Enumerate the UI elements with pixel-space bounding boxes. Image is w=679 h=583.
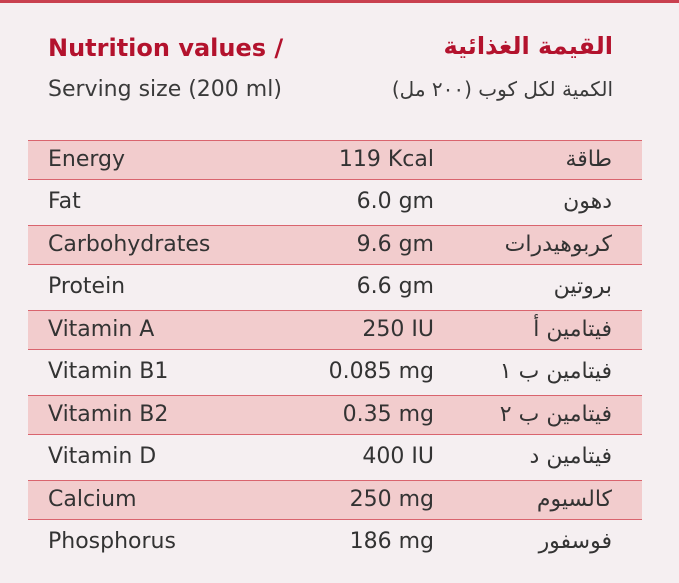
nutrient-ar: كالسيوم xyxy=(536,487,612,512)
nutrient-en: Vitamin B2 xyxy=(48,402,169,427)
nutrient-en: Fat xyxy=(48,188,81,214)
amount: 250 mg xyxy=(349,487,434,512)
amount: 0.35 mg xyxy=(342,402,434,427)
nutrient-en: Calcium xyxy=(48,487,137,512)
nutrient-ar: فيتامين ب ٢ xyxy=(499,402,612,427)
amount: 0.085 mg xyxy=(328,358,434,384)
nutrient-en: Carbohydrates xyxy=(48,232,211,257)
nutrient-ar: طاقة xyxy=(565,147,612,172)
table-row: Protein 6.6 gm بروتين xyxy=(28,268,642,306)
nutrient-ar: دهون xyxy=(563,188,612,214)
nutrient-en: Vitamin B1 xyxy=(48,358,169,384)
table-row: Vitamin B1 0.085 mg فيتامين ب ١ xyxy=(28,353,642,391)
table-row: Fat 6.0 gm دهون xyxy=(28,183,642,221)
nutrient-en: Vitamin D xyxy=(48,443,157,469)
table-row: Phosphorus 186 mg فوسفور xyxy=(28,523,642,561)
nutrient-en: Protein xyxy=(48,273,126,299)
nutrient-ar: فيتامين د xyxy=(529,443,612,469)
amount: 119 Kcal xyxy=(338,147,434,172)
nutrient-ar: كربوهيدرات xyxy=(504,232,612,257)
table-row: Vitamin B2 0.35 mg فيتامين ب ٢ xyxy=(28,395,642,435)
top-rule xyxy=(0,0,679,3)
amount: 6.0 gm xyxy=(356,188,434,214)
table-row: Calcium 250 mg كالسيوم xyxy=(28,480,642,520)
serving-en: Serving size (200 ml) xyxy=(48,77,282,102)
amount: 400 IU xyxy=(362,443,434,469)
table-row: Carbohydrates 9.6 gm كربوهيدرات xyxy=(28,225,642,265)
table-row: Vitamin D 400 IU فيتامين د xyxy=(28,438,642,476)
nutrient-en: Vitamin A xyxy=(48,317,155,342)
amount: 9.6 gm xyxy=(356,232,434,257)
table-row: Vitamin A 250 IU فيتامين أ xyxy=(28,310,642,350)
amount: 186 mg xyxy=(349,528,434,554)
amount: 250 IU xyxy=(362,317,434,342)
title-en: Nutrition values / xyxy=(48,34,284,62)
nutrient-ar: بروتين xyxy=(553,273,612,299)
nutrient-ar: فيتامين ب ١ xyxy=(499,358,612,384)
nutrient-en: Energy xyxy=(48,147,126,172)
nutrient-ar: فوسفور xyxy=(538,528,612,554)
nutrient-ar: فيتامين أ xyxy=(533,317,612,342)
table-row: Energy 119 Kcal طاقة xyxy=(28,140,642,180)
nutrient-en: Phosphorus xyxy=(48,528,176,554)
serving-ar: الكمية لكل كوب (٢٠٠ مل) xyxy=(391,77,613,101)
amount: 6.6 gm xyxy=(356,273,434,299)
title-ar: القيمة الغذائية xyxy=(443,32,613,60)
